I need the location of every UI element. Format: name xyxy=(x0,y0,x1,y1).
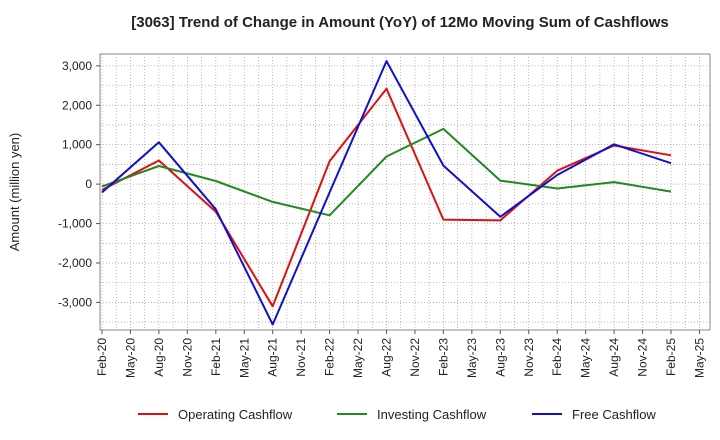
free-cashflow-legend-label: Free Cashflow xyxy=(572,407,656,422)
investing-cashflow-line xyxy=(101,127,672,217)
operating-cashflow-legend-label: Operating Cashflow xyxy=(178,407,293,422)
x-tick-label: Feb-23 xyxy=(436,338,450,376)
x-tick-label: May-22 xyxy=(351,338,365,378)
x-tick-label: Feb-21 xyxy=(209,338,223,376)
x-axis-ticks: Feb-20 May-20 Aug-20 Nov-20 Feb-21 May-21 Aug-… xyxy=(95,330,706,378)
y-axis-ticks: 3,000 2,000 1,000 0 -1,000 -2,000 -3,000 xyxy=(58,59,100,309)
x-tick-label: May-25 xyxy=(692,338,706,378)
x-tick-label: Feb-24 xyxy=(550,338,564,376)
investing-cashflow-legend-label: Investing Cashflow xyxy=(377,407,487,422)
y-tick-label: -1,000 xyxy=(58,217,92,231)
x-tick-label: Feb-22 xyxy=(323,338,337,376)
y-tick-label: 3,000 xyxy=(62,59,92,73)
x-tick-label: May-24 xyxy=(579,338,593,378)
x-tick-label: Aug-20 xyxy=(152,338,166,377)
y-tick-label: 0 xyxy=(85,177,92,191)
x-tick-label: Aug-21 xyxy=(266,338,280,377)
y-tick-label: 2,000 xyxy=(62,98,92,112)
x-tick-label: Aug-23 xyxy=(493,338,507,377)
x-tick-label: May-20 xyxy=(123,338,137,378)
y-tick-label: 1,000 xyxy=(62,138,92,152)
y-tick-label: -3,000 xyxy=(58,295,92,309)
x-tick-label: May-21 xyxy=(237,338,251,378)
x-tick-label: Nov-20 xyxy=(180,338,194,377)
x-tick-label: Aug-24 xyxy=(607,338,621,377)
y-axis-label: Amount (million yen) xyxy=(7,133,22,252)
x-tick-label: Nov-22 xyxy=(408,338,422,377)
y-tick-label: -2,000 xyxy=(58,256,92,270)
legend: Operating Cashflow Investing Cashflow Free… xyxy=(138,407,656,422)
x-tick-label: May-23 xyxy=(465,338,479,378)
x-tick-label: Feb-20 xyxy=(95,338,109,376)
series-lines xyxy=(101,60,672,326)
x-tick-label: Nov-24 xyxy=(636,338,650,377)
x-tick-label: Feb-25 xyxy=(664,338,678,376)
chart-title: [3063] Trend of Change in Amount (YoY) o… xyxy=(131,14,669,31)
x-tick-label: Nov-23 xyxy=(522,338,536,377)
operating-cashflow-line xyxy=(101,87,672,308)
x-tick-label: Nov-21 xyxy=(294,338,308,377)
x-tick-label: Aug-22 xyxy=(380,338,394,377)
free-cashflow-line xyxy=(101,60,672,326)
